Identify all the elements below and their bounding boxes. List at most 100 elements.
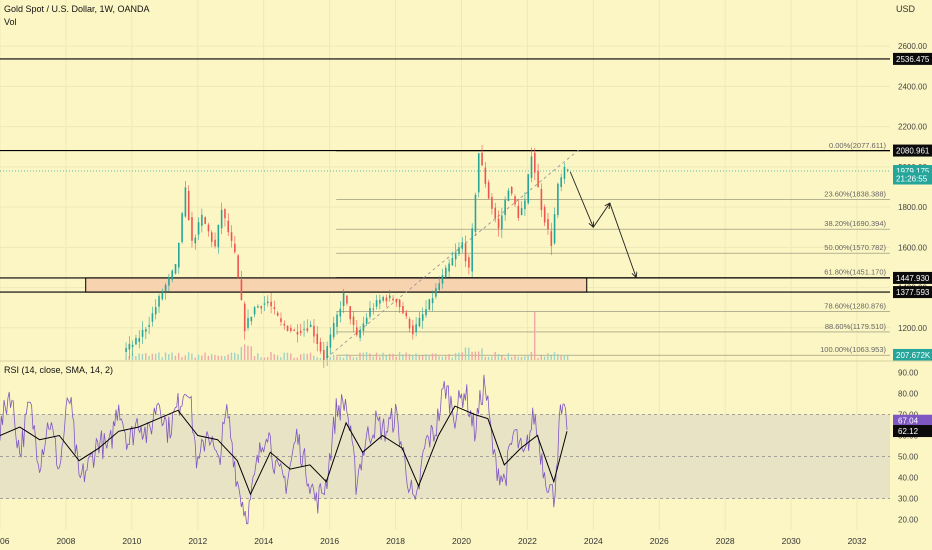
- volume-bar: [313, 355, 315, 360]
- volume-bar: [421, 355, 424, 360]
- volume-bar: [441, 356, 444, 360]
- candle-body: [220, 209, 223, 229]
- support-zone: [85, 277, 588, 293]
- volume-bar: [267, 357, 269, 360]
- volume-bar: [240, 346, 243, 360]
- candle-body: [240, 279, 243, 301]
- candle-body: [141, 329, 144, 337]
- volume-bar: [154, 353, 157, 360]
- volume-bar: [461, 352, 463, 360]
- candle-body: [187, 190, 190, 221]
- volume-bar: [372, 356, 374, 360]
- price-tag-bg: [893, 271, 932, 284]
- candle-body: [201, 214, 203, 226]
- volume-bar: [260, 357, 262, 360]
- candle-body: [379, 299, 381, 304]
- volume-bar: [553, 352, 556, 360]
- volume-bar: [507, 353, 510, 360]
- volume-bar: [481, 348, 483, 360]
- volume-bar: [504, 357, 506, 360]
- volume-bar: [405, 352, 407, 360]
- volume-bar: [412, 355, 414, 360]
- candle-body: [369, 308, 371, 317]
- volume-bar: [207, 355, 210, 360]
- candle-body: [138, 338, 141, 342]
- volume-bar: [435, 353, 437, 360]
- volume-bar: [135, 356, 137, 360]
- volume-bar: [349, 355, 351, 360]
- candle-body: [557, 183, 559, 216]
- candle-body: [326, 346, 328, 358]
- volume-bar: [250, 346, 252, 360]
- volume-bar: [362, 352, 364, 360]
- volume-bar: [527, 354, 529, 360]
- volume-bar: [332, 354, 335, 360]
- candle-body: [454, 252, 457, 260]
- candle-body: [405, 312, 408, 317]
- time-axis-tick: 2018: [386, 536, 405, 546]
- volume-bar: [491, 356, 493, 360]
- candle-body: [230, 232, 233, 241]
- candle-body: [191, 217, 193, 241]
- candle-body: [243, 303, 246, 332]
- price-tag-label: 207.672K: [896, 351, 931, 360]
- candle-body: [362, 323, 365, 331]
- volume-bar: [425, 354, 427, 360]
- candle-body: [276, 312, 279, 316]
- volume-bar: [174, 355, 177, 360]
- volume-bar: [336, 356, 338, 360]
- volume-bar: [471, 351, 473, 360]
- volume-bar: [402, 354, 404, 360]
- candle-body: [342, 293, 345, 307]
- price-tag-label: 2080.961: [896, 147, 930, 156]
- rsi-tag-label: 67.04: [898, 417, 919, 426]
- candle-body: [286, 325, 289, 331]
- time-axis-tick: 2016: [320, 536, 339, 546]
- volume-bar: [418, 355, 421, 360]
- candle-body: [161, 292, 164, 300]
- candle-body: [329, 334, 332, 348]
- rsi-axis-tick: 40.00: [898, 474, 919, 483]
- volume-bar: [151, 353, 154, 360]
- projection-arrow: [569, 171, 593, 227]
- candle-body: [372, 308, 375, 310]
- rsi-axis-tick: 50.00: [898, 453, 919, 462]
- candle-body: [135, 338, 137, 345]
- volume-bar: [431, 353, 434, 360]
- volume-bar: [194, 357, 196, 360]
- volume-bar: [356, 357, 358, 360]
- volume-bar: [171, 352, 173, 360]
- volume-bar: [547, 353, 549, 360]
- volume-bar: [290, 353, 292, 360]
- currency-label: USD: [896, 4, 916, 14]
- rsi-line: [0, 374, 568, 525]
- volume-bar: [286, 352, 289, 360]
- volume-bar: [184, 355, 186, 360]
- candle-body: [283, 323, 286, 326]
- candle-body: [319, 341, 322, 352]
- volume-bar: [141, 353, 144, 360]
- candle-body: [174, 264, 177, 274]
- candle-body: [547, 219, 549, 230]
- volume-bar: [540, 355, 542, 360]
- candle-body: [250, 316, 253, 322]
- volume-bar: [227, 354, 229, 360]
- price-tag-bg: [893, 348, 932, 361]
- time-axis-tick: 2030: [782, 536, 801, 546]
- candle-body: [514, 196, 516, 205]
- candle-body: [481, 152, 483, 166]
- candle-body: [540, 188, 543, 211]
- volume-bar: [342, 357, 345, 360]
- candle-body: [128, 343, 131, 350]
- volume-bar: [557, 354, 559, 360]
- candle-body: [408, 318, 411, 329]
- candle-body: [435, 288, 437, 297]
- volume-bar: [543, 356, 546, 360]
- candle-body: [224, 209, 226, 219]
- candle-body: [178, 242, 180, 268]
- price-tag-label: 21:26:55: [896, 175, 928, 184]
- candle-body: [151, 313, 154, 322]
- price-axis-tick: 1200.00: [898, 324, 927, 333]
- volume-bar: [217, 355, 219, 360]
